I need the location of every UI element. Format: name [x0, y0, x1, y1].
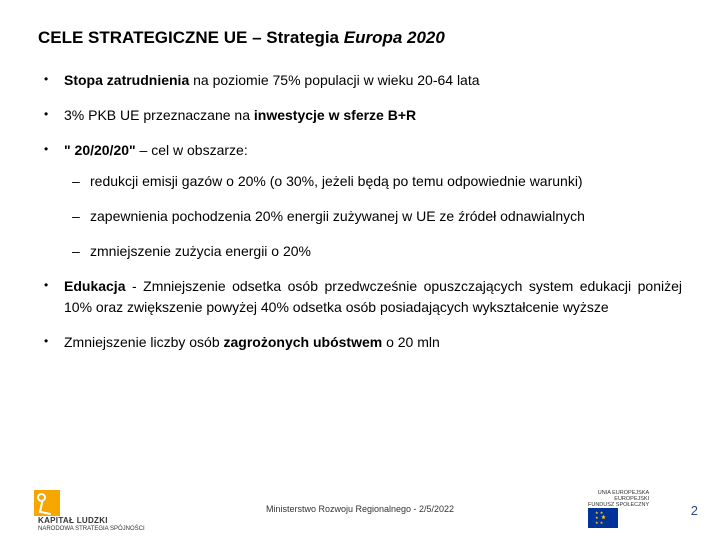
main-bullet-list: Stopa zatrudnienia na poziomie 75% popul…	[38, 70, 682, 353]
footer-date: 2/5/2022	[419, 504, 454, 514]
kl-line2: NARODOWA STRATEGIA SPÓJNOŚCI	[38, 526, 145, 532]
eu-line3: FUNDUSZ SPOŁECZNY	[588, 502, 649, 508]
bullet-bold: zagrożonych ubóstwem	[224, 334, 383, 350]
eu-flag-icon: ★ ★★ ★★ ★	[588, 508, 618, 528]
bullet-bold: Edukacja	[64, 278, 125, 294]
title-italic: Europa 2020	[344, 28, 445, 47]
page-number: 2	[691, 503, 698, 518]
bullet-item: Edukacja - Zmniejszenie odsetka osób prz…	[38, 276, 682, 318]
bullet-item: Stopa zatrudnienia na poziomie 75% popul…	[38, 70, 682, 91]
bullet-text: – cel w obszarze:	[136, 142, 248, 158]
slide-footer: KAPITAŁ LUDZKI NARODOWA STRATEGIA SPÓJNO…	[0, 488, 720, 524]
slide-title: CELE STRATEGICZNE UE – Strategia Europa …	[38, 28, 682, 48]
bullet-item: Zmniejszenie liczby osób zagrożonych ubó…	[38, 332, 682, 353]
sub-bullet-item: zapewnienia pochodzenia 20% energii zuży…	[64, 206, 682, 227]
bullet-text: o 20 mln	[382, 334, 440, 350]
sub-bullet-item: zmniejszenie zużycia energii o 20%	[64, 241, 682, 262]
sub-bullet-item: redukcji emisji gazów o 20% (o 30%, jeże…	[64, 171, 682, 192]
logo-eu: UNIA EUROPEJSKA EUROPEJSKI FUNDUSZ SPOŁE…	[588, 490, 666, 520]
bullet-text: na poziomie 75% populacji w wieku 20-64 …	[189, 72, 479, 88]
sub-bullet-list: redukcji emisji gazów o 20% (o 30%, jeże…	[64, 171, 682, 262]
bullet-item: " 20/20/20" – cel w obszarze: redukcji e…	[38, 140, 682, 262]
bullet-text: 3% PKB UE przeznaczane na	[64, 107, 254, 123]
bullet-bold: Stopa zatrudnienia	[64, 72, 189, 88]
bullet-text: - Zmniejszenie odsetka osób przedwcześni…	[64, 278, 682, 315]
bullet-bold: inwestycje w sferze B+R	[254, 107, 416, 123]
kl-text: KAPITAŁ LUDZKI NARODOWA STRATEGIA SPÓJNO…	[38, 517, 145, 532]
bullet-item: 3% PKB UE przeznaczane na inwestycje w s…	[38, 105, 682, 126]
kl-line1: KAPITAŁ LUDZKI	[38, 516, 108, 525]
footer-ministry: Ministerstwo Rozwoju Regionalnego -	[266, 504, 419, 514]
title-prefix: CELE STRATEGICZNE UE – Strategia	[38, 28, 344, 47]
bullet-bold: " 20/20/20"	[64, 142, 136, 158]
bullet-text: Zmniejszenie liczby osób	[64, 334, 224, 350]
eu-text: UNIA EUROPEJSKA EUROPEJSKI FUNDUSZ SPOŁE…	[588, 490, 649, 508]
